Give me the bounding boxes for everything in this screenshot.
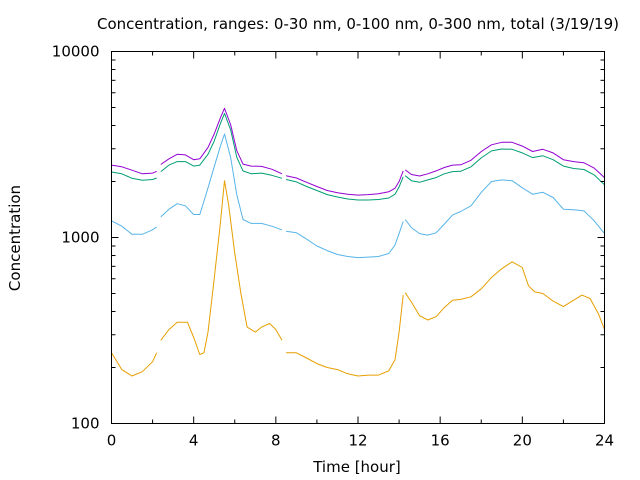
series-line-4: [285, 170, 404, 196]
x-tick-label: 24: [595, 432, 614, 450]
series-line-2: [286, 221, 404, 259]
series-line-1: [111, 352, 158, 377]
series-line-3: [160, 112, 283, 179]
ticks-layer: 0 4 8 12 16 20 24 100 1000 10000: [52, 43, 614, 450]
y-tick-label: 10000: [52, 43, 100, 61]
x-tick-label: 8: [271, 432, 281, 450]
series-line-1: [160, 180, 283, 355]
x-tick-label: 4: [189, 432, 199, 450]
series-line-1: [404, 261, 605, 330]
series-line-3: [111, 171, 157, 181]
series-line-3: [404, 148, 605, 186]
series-line-4: [160, 107, 283, 175]
y-tick-label: 100: [71, 415, 100, 433]
x-tick-label: 0: [107, 432, 117, 450]
series-line-1: [286, 295, 404, 377]
series-line-2: [111, 220, 157, 235]
series-line-2: [404, 179, 605, 236]
series-layer: [111, 107, 605, 377]
y-axis-label: Concentration: [6, 185, 24, 291]
x-tick-label: 16: [431, 432, 450, 450]
series-line-3: [285, 176, 404, 201]
series-line-4: [404, 141, 605, 178]
series-line-4: [111, 164, 157, 175]
x-tick-label: 20: [513, 432, 532, 450]
chart-title: Concentration, ranges: 0-30 nm, 0-100 nm…: [97, 15, 619, 33]
x-axis-label: Time [hour]: [312, 458, 401, 476]
series-line-2: [160, 133, 283, 231]
y-tick-label: 1000: [61, 229, 99, 247]
plot-frame: [111, 51, 605, 424]
x-tick-label: 12: [348, 432, 367, 450]
